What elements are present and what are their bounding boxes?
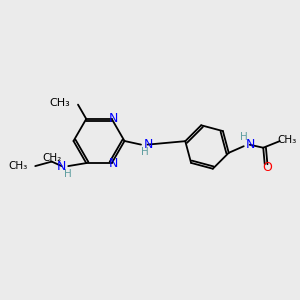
Text: CH₃: CH₃ [8,161,28,171]
Text: H: H [64,169,72,178]
Text: H: H [141,147,148,157]
Text: N: N [56,160,66,172]
Text: N: N [144,138,153,151]
Text: H: H [241,132,248,142]
Text: O: O [262,161,272,174]
Text: N: N [246,138,256,151]
Text: CH₂: CH₂ [43,153,62,163]
Text: N: N [109,157,118,169]
Text: CH₃: CH₃ [50,98,70,108]
Text: CH₃: CH₃ [278,135,297,145]
Text: N: N [109,112,118,125]
